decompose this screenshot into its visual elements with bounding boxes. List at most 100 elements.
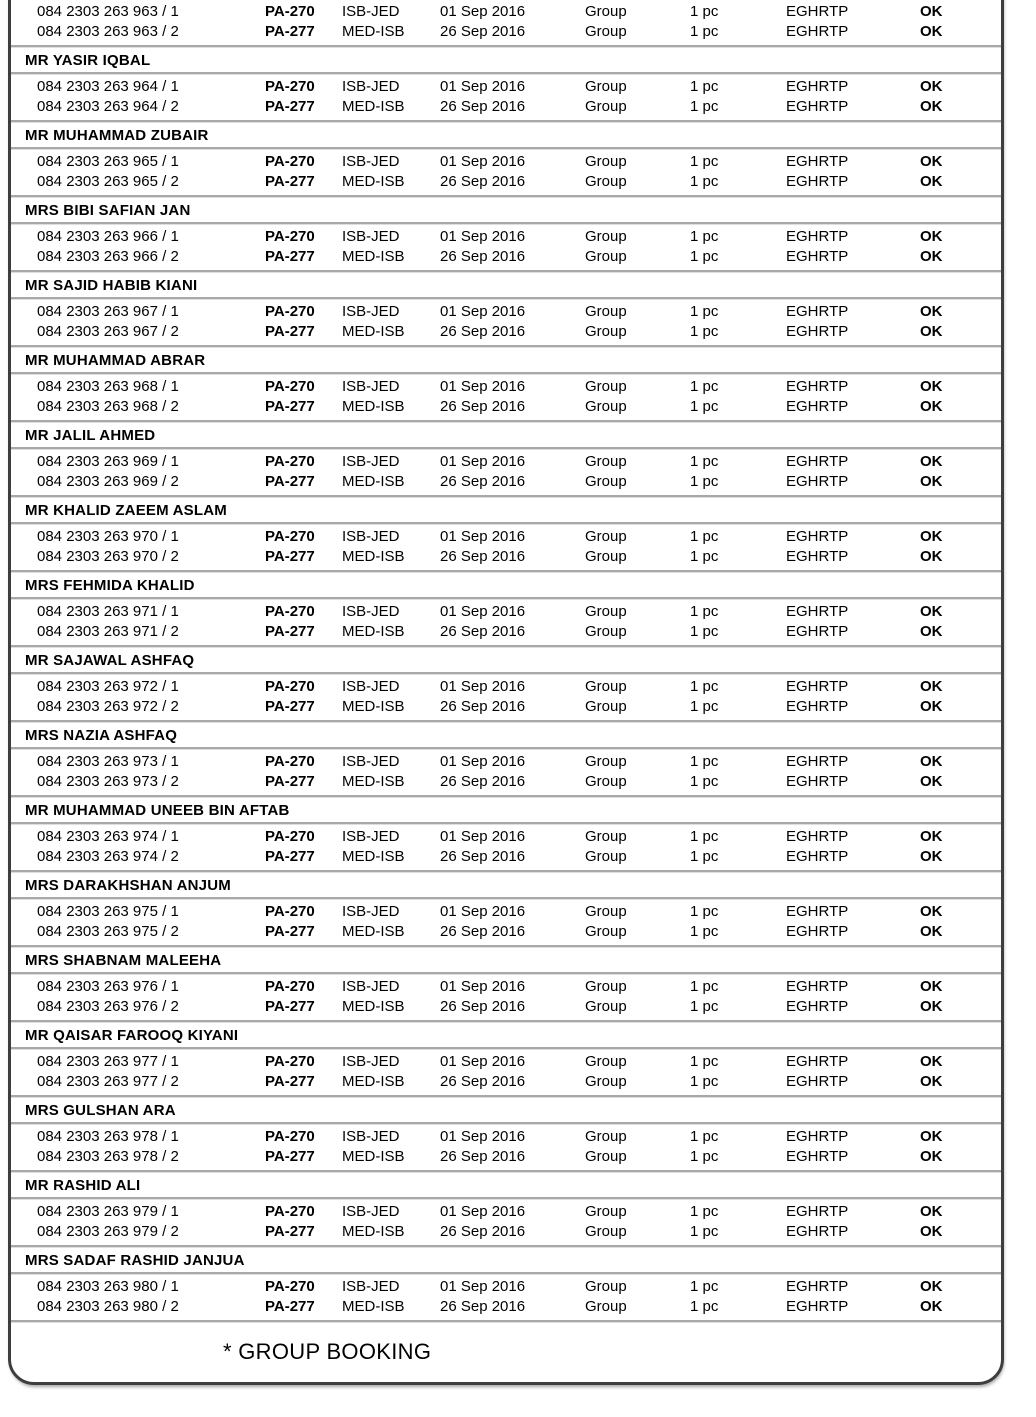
route-segment: MED-ISB (342, 773, 405, 790)
route-segment: ISB-JED (342, 753, 400, 770)
flight-date: 26 Sep 2016 (440, 1073, 526, 1090)
ticket-row: 084 2303 263 975 / 1 PA-270 ISB-JED 01 S… (11, 902, 1001, 922)
passenger-name: MR KHALID ZAEEM ASLAM (25, 502, 227, 519)
flight-date: 01 Sep 2016 (440, 1278, 526, 1295)
booking-status: OK (920, 698, 943, 715)
flight-date: 01 Sep 2016 (440, 1053, 526, 1070)
flight-number: PA-277 (265, 1223, 315, 1240)
ticket-row: 084 2303 263 976 / 2 PA-277 MED-ISB 26 S… (11, 997, 1001, 1017)
route-segment: ISB-JED (342, 453, 400, 470)
booking-status: OK (920, 828, 943, 845)
booking-type: Group (585, 848, 627, 865)
baggage-pieces: 1 pc (690, 828, 719, 845)
ticket-number: 084 2303 263 964 / 1 (37, 78, 179, 95)
section-divider-top (11, 570, 1001, 573)
flight-date: 01 Sep 2016 (440, 678, 526, 695)
booking-status: OK (920, 1073, 943, 1090)
booking-type: Group (585, 528, 627, 545)
fare-basis-code: EGHRTP (786, 903, 849, 920)
flight-date: 26 Sep 2016 (440, 323, 526, 340)
flight-number: PA-270 (265, 78, 315, 95)
route-segment: ISB-JED (342, 1278, 400, 1295)
ticket-rows: 084 2303 263 964 / 1 PA-270 ISB-JED 01 S… (11, 75, 1001, 120)
baggage-pieces: 1 pc (690, 1053, 719, 1070)
passenger-section: MR SAJID HABIB KIANI 084 2303 263 967 / … (11, 270, 1001, 345)
section-divider-bottom (11, 147, 1001, 150)
ticket-number: 084 2303 263 975 / 1 (37, 903, 179, 920)
fare-basis-code: EGHRTP (786, 1053, 849, 1070)
flight-number: PA-277 (265, 698, 315, 715)
ticket-number: 084 2303 263 970 / 1 (37, 528, 179, 545)
ticket-number: 084 2303 263 970 / 2 (37, 548, 179, 565)
fare-basis-code: EGHRTP (786, 848, 849, 865)
route-segment: MED-ISB (342, 398, 405, 415)
booking-status: OK (920, 1203, 943, 1220)
baggage-pieces: 1 pc (690, 23, 719, 40)
booking-type: Group (585, 1148, 627, 1165)
booking-status: OK (920, 998, 943, 1015)
flight-date: 26 Sep 2016 (440, 923, 526, 940)
fare-basis-code: EGHRTP (786, 1073, 849, 1090)
section-divider-top (11, 945, 1001, 948)
ticket-number: 084 2303 263 965 / 1 (37, 153, 179, 170)
section-divider-top (11, 645, 1001, 648)
fare-basis-code: EGHRTP (786, 678, 849, 695)
group-booking-note: * GROUP BOOKING (223, 1339, 432, 1364)
booking-status: OK (920, 978, 943, 995)
booking-status: OK (920, 1128, 943, 1145)
section-divider-bottom (11, 822, 1001, 825)
booking-type: Group (585, 78, 627, 95)
booking-type: Group (585, 1053, 627, 1070)
passenger-name: MR JALIL AHMED (25, 427, 156, 444)
route-segment: MED-ISB (342, 173, 405, 190)
ticket-rows: 084 2303 263 979 / 1 PA-270 ISB-JED 01 S… (11, 1200, 1001, 1245)
fare-basis-code: EGHRTP (786, 923, 849, 940)
booking-type: Group (585, 773, 627, 790)
flight-number: PA-277 (265, 473, 315, 490)
route-segment: MED-ISB (342, 1223, 405, 1240)
baggage-pieces: 1 pc (690, 3, 719, 20)
fare-basis-code: EGHRTP (786, 998, 849, 1015)
section-divider-bottom (11, 1272, 1001, 1275)
booking-type: Group (585, 548, 627, 565)
booking-type: Group (585, 903, 627, 920)
booking-type: Group (585, 3, 627, 20)
booking-status: OK (920, 153, 943, 170)
baggage-pieces: 1 pc (690, 1203, 719, 1220)
fare-basis-code: EGHRTP (786, 548, 849, 565)
passenger-name: MR SAJID HABIB KIANI (25, 277, 198, 294)
section-divider-top (11, 270, 1001, 273)
baggage-pieces: 1 pc (690, 1278, 719, 1295)
section-divider-bottom (11, 447, 1001, 450)
flight-date: 26 Sep 2016 (440, 1298, 526, 1315)
ticket-number: 084 2303 263 979 / 1 (37, 1203, 179, 1220)
ticket-number: 084 2303 263 974 / 1 (37, 828, 179, 845)
flight-date: 26 Sep 2016 (440, 548, 526, 565)
flight-date: 01 Sep 2016 (440, 3, 526, 20)
ticket-number: 084 2303 263 971 / 2 (37, 623, 179, 640)
ticket-row: 084 2303 263 975 / 2 PA-277 MED-ISB 26 S… (11, 922, 1001, 942)
fare-basis-code: EGHRTP (786, 153, 849, 170)
ticket-row: 084 2303 263 974 / 2 PA-277 MED-ISB 26 S… (11, 847, 1001, 867)
ticket-rows: 084 2303 263 967 / 1 PA-270 ISB-JED 01 S… (11, 300, 1001, 345)
ticket-number: 084 2303 263 980 / 1 (37, 1278, 179, 1295)
flight-date: 01 Sep 2016 (440, 78, 526, 95)
fare-basis-code: EGHRTP (786, 98, 849, 115)
ticket-rows: 084 2303 263 977 / 1 PA-270 ISB-JED 01 S… (11, 1050, 1001, 1095)
route-segment: MED-ISB (342, 1298, 405, 1315)
flight-number: PA-270 (265, 603, 315, 620)
booking-type: Group (585, 153, 627, 170)
route-segment: ISB-JED (342, 828, 400, 845)
fare-basis-code: EGHRTP (786, 453, 849, 470)
booking-type: Group (585, 173, 627, 190)
booking-status: OK (920, 323, 943, 340)
flight-number: PA-270 (265, 528, 315, 545)
route-segment: ISB-JED (342, 1203, 400, 1220)
booking-type: Group (585, 303, 627, 320)
section-divider-bottom (11, 1197, 1001, 1200)
ticket-number: 084 2303 263 979 / 2 (37, 1223, 179, 1240)
route-segment: ISB-JED (342, 378, 400, 395)
flight-date: 26 Sep 2016 (440, 1148, 526, 1165)
flight-number: PA-270 (265, 378, 315, 395)
booking-status: OK (920, 1223, 943, 1240)
